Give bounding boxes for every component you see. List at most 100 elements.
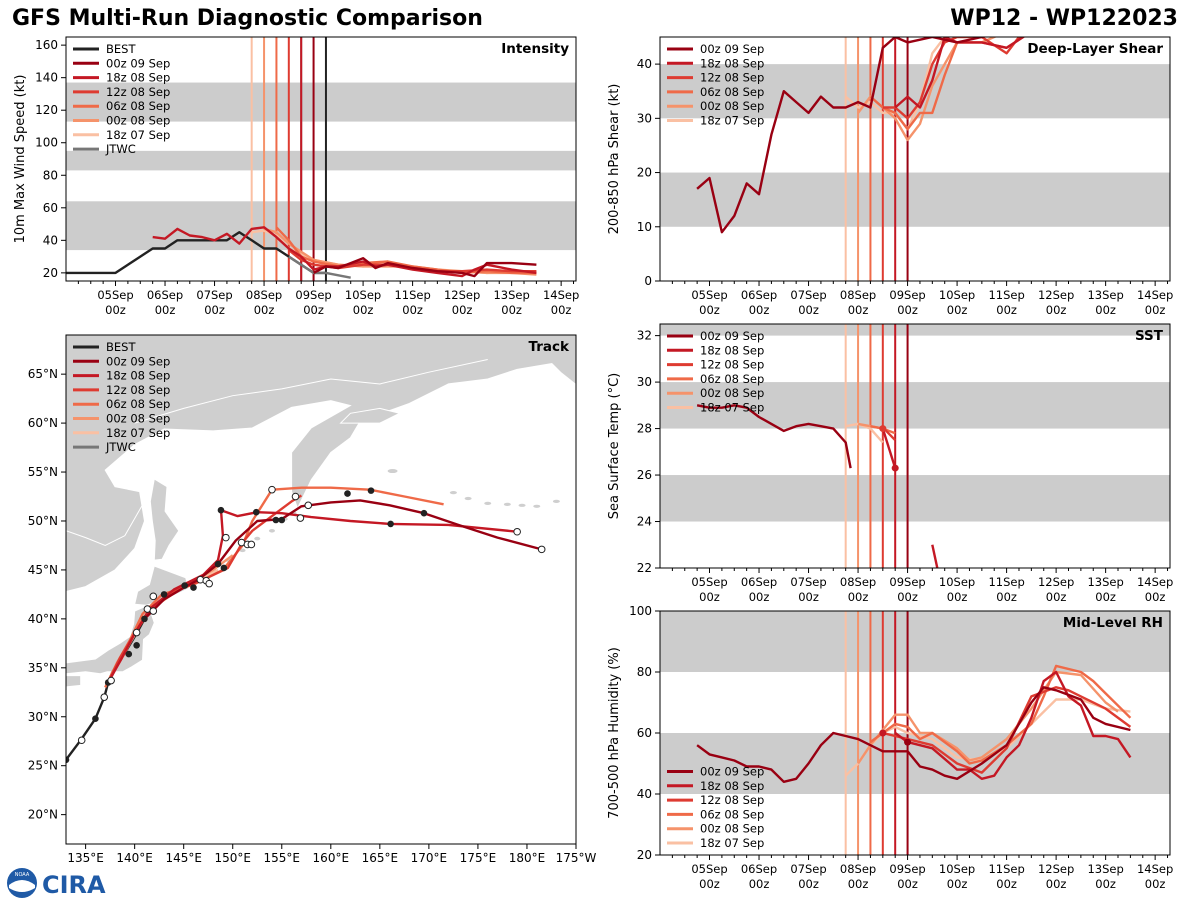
map-border bbox=[66, 501, 145, 546]
shear-xtick-label-hour: 00z bbox=[1046, 303, 1067, 317]
sst-xtick-label: 13Sep bbox=[1087, 575, 1123, 589]
shear-panel: 01020304005Sep00z06Sep00z07Sep00z08Sep00… bbox=[607, 36, 1173, 317]
sst-band bbox=[660, 382, 1170, 429]
track-point-filled bbox=[133, 641, 140, 649]
map-island bbox=[503, 502, 511, 506]
shear-ytick-label: 20 bbox=[637, 166, 652, 180]
intensity-xtick-label-hour: 00z bbox=[452, 303, 473, 317]
intensity-xtick-label: 08Sep bbox=[246, 288, 282, 302]
rh-title: Mid-Level RH bbox=[1063, 615, 1163, 631]
map-landmass-0 bbox=[66, 335, 576, 593]
sst-ytick-label: 22 bbox=[637, 561, 652, 575]
track-point-open bbox=[304, 501, 313, 510]
map-landmass-4 bbox=[66, 675, 82, 688]
sst-title: SST bbox=[1135, 328, 1164, 344]
intensity-ytick-label: 20 bbox=[43, 266, 58, 280]
map-island bbox=[268, 528, 275, 533]
track-legend-label: 18z 07 Sep bbox=[106, 426, 170, 440]
intensity-legend-label: JTWC bbox=[105, 142, 136, 156]
shear-ytick-label: 40 bbox=[637, 57, 652, 71]
track-ytick-label: 25°N bbox=[28, 759, 58, 773]
track-xtick-label: 170°E bbox=[411, 851, 448, 865]
shear-xtick-label: 05Sep bbox=[691, 288, 727, 302]
track-point-open bbox=[107, 676, 115, 685]
rh-xtick-label: 12Sep bbox=[1038, 862, 1074, 876]
intensity-xtick-label: 10Sep bbox=[345, 288, 381, 302]
intensity-xtick-label: 05Sep bbox=[97, 288, 133, 302]
shear-series-r18z08 bbox=[894, 37, 1026, 109]
intensity-legend-label: 00z 09 Sep bbox=[106, 56, 170, 70]
intensity-legend-label: 12z 08 Sep bbox=[106, 85, 170, 99]
rh-xtick-label: 08Sep bbox=[840, 862, 876, 876]
rh-end-marker bbox=[904, 738, 912, 746]
rh-xtick-label-hour: 00z bbox=[749, 877, 770, 891]
map-island bbox=[387, 469, 398, 474]
track-point-filled bbox=[272, 516, 280, 524]
intensity-band bbox=[66, 82, 576, 122]
rh-xtick-label: 07Sep bbox=[790, 862, 826, 876]
sst-end-marker bbox=[891, 464, 899, 472]
shear-legend-label: 18z 08 Sep bbox=[700, 56, 764, 70]
sst-xtick-label: 12Sep bbox=[1038, 575, 1074, 589]
intensity-ytick-label: 120 bbox=[35, 103, 58, 117]
sst-xtick-label-hour: 00z bbox=[1046, 590, 1067, 604]
track-point-filled bbox=[214, 560, 222, 568]
sst-xtick-label: 14Sep bbox=[1137, 575, 1173, 589]
intensity-xtick-label-hour: 00z bbox=[501, 303, 522, 317]
rh-xtick-label: 06Sep bbox=[741, 862, 777, 876]
track-point-open bbox=[149, 592, 158, 601]
sst-series-r00z09 bbox=[696, 404, 852, 469]
map-landmass-3 bbox=[66, 604, 155, 675]
shear-plot-area bbox=[660, 37, 1170, 281]
map-island bbox=[552, 499, 560, 504]
track-xtick-label: 140°E bbox=[116, 851, 153, 865]
track-xtick-label: 180°E bbox=[509, 851, 546, 865]
shear-ytick-label: 30 bbox=[637, 111, 652, 125]
track-xtick-label: 160°E bbox=[313, 851, 350, 865]
track-ytick-label: 60°N bbox=[28, 416, 58, 430]
rh-legend-label: 00z 09 Sep bbox=[700, 765, 764, 779]
track-point-open bbox=[247, 540, 256, 549]
track-point-filled bbox=[217, 506, 225, 514]
shear-legend-label: 12z 08 Sep bbox=[700, 71, 764, 85]
track-frame bbox=[65, 334, 577, 845]
intensity-xtick-label-hour: 00z bbox=[402, 303, 423, 317]
sst-xtick-label-hour: 00z bbox=[699, 590, 720, 604]
rh-series-r00z09 bbox=[696, 686, 1131, 783]
map-island bbox=[533, 504, 541, 508]
rh-xtick-label-hour: 00z bbox=[1095, 877, 1116, 891]
track-point-filled bbox=[344, 490, 351, 497]
track-legend-label: BEST bbox=[106, 340, 136, 354]
rh-ytick-label: 60 bbox=[637, 726, 652, 740]
track-xtick-label: 155°E bbox=[264, 851, 301, 865]
shear-xtick-label-hour: 00z bbox=[1095, 303, 1116, 317]
track-ytick-label: 40°N bbox=[28, 612, 58, 626]
track-point-open bbox=[291, 492, 300, 501]
rh-xtick-label: 05Sep bbox=[691, 862, 727, 876]
shear-frame bbox=[659, 36, 1171, 282]
track-panel: 20°N 25°N 30°N 35°N 40°N 45°N 50°N 55°N 60°N 65°N… bbox=[28, 334, 597, 865]
intensity-ytick-label: 60 bbox=[43, 201, 58, 215]
track-title: Track bbox=[529, 339, 570, 355]
sst-xtick-label-hour: 00z bbox=[996, 590, 1017, 604]
intensity-xtick-label: 14Sep bbox=[543, 288, 579, 302]
shear-xtick-label: 06Sep bbox=[741, 288, 777, 302]
rh-panel: 2040608010005Sep00z06Sep00z07Sep00z08Sep… bbox=[607, 604, 1173, 891]
track-point-open bbox=[222, 533, 230, 542]
track-legend-label: JTWC bbox=[105, 440, 136, 454]
sst-xtick-label: 11Sep bbox=[988, 575, 1024, 589]
intensity-legend-label: 18z 08 Sep bbox=[106, 71, 170, 85]
sst-xtick-label: 06Sep bbox=[741, 575, 777, 589]
track-point-filled bbox=[141, 615, 148, 623]
sst-legend-label: 00z 08 Sep bbox=[700, 386, 764, 400]
sst-xtick-label: 09Sep bbox=[889, 575, 925, 589]
rh-xtick-label-hour: 00z bbox=[1046, 877, 1067, 891]
shear-xtick-label: 07Sep bbox=[790, 288, 826, 302]
shear-xtick-label-hour: 00z bbox=[848, 303, 869, 317]
sst-xtick-label: 08Sep bbox=[840, 575, 876, 589]
intensity-panel: 2040608010012014016005Sep00z06Sep00z07Se… bbox=[13, 36, 579, 317]
sst-ytick-label: 28 bbox=[637, 422, 652, 436]
sst-band bbox=[660, 324, 1170, 336]
track-ytick-label: 65°N bbox=[28, 367, 58, 381]
shear-xtick-label: 11Sep bbox=[988, 288, 1024, 302]
